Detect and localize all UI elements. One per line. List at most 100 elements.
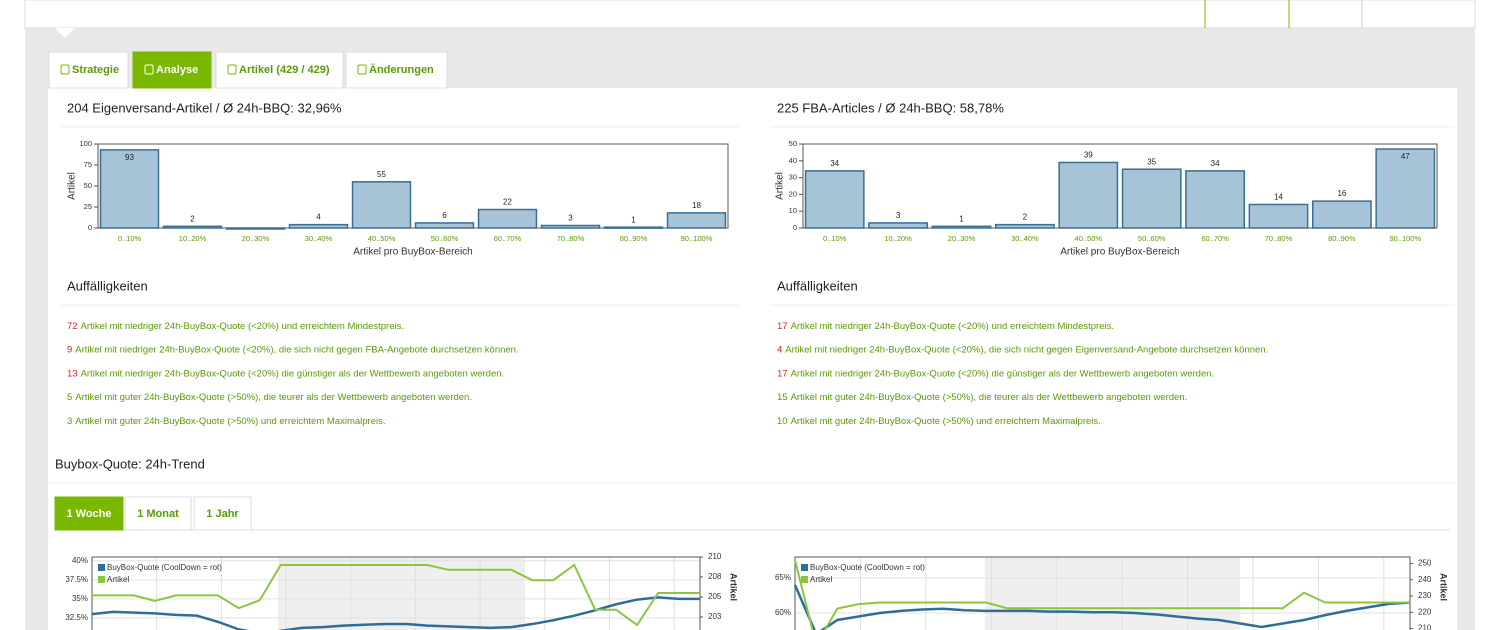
range-button[interactable] — [124, 496, 192, 531]
x-tick-label: 70..80% — [557, 234, 585, 243]
bar — [288, 223, 349, 229]
y-tick-label: 32.5% — [65, 613, 88, 622]
bar-label: 1 — [631, 215, 636, 224]
finding-text: Artikel mit niedriger 24h-BuyBox-Quote (… — [81, 321, 404, 332]
bar-label: 4 — [316, 213, 321, 222]
tab-label[interactable]: Änderungen — [369, 63, 434, 76]
tab[interactable] — [215, 51, 344, 89]
legend-swatch — [98, 576, 105, 583]
x-tick-label: 80..90% — [620, 234, 648, 243]
legend-label: Artikel — [810, 575, 832, 584]
bar — [931, 225, 992, 229]
x-tick-label: 30..40% — [305, 234, 333, 243]
x-tick-label: 60..70% — [1201, 234, 1229, 243]
finding-count: 13 — [67, 368, 78, 379]
y-tick-label: 0 — [793, 223, 797, 232]
tab-icon — [357, 64, 367, 75]
x-tick-label: 80..90% — [1328, 234, 1356, 243]
finding-count: 9 — [67, 344, 72, 355]
bar-label: 22 — [503, 198, 512, 207]
y2-tick-label: 210 — [1418, 624, 1432, 630]
bar — [1248, 203, 1309, 229]
plot-area — [91, 556, 701, 630]
range-label[interactable]: 1 Jahr — [206, 508, 239, 520]
x-tick-label: 0..10% — [118, 234, 142, 243]
tab[interactable] — [48, 51, 129, 89]
bar — [868, 222, 929, 229]
bar-label: 34 — [1211, 159, 1220, 168]
range-button[interactable] — [193, 496, 252, 531]
findings-title: Auffälligkeiten — [777, 278, 858, 293]
finding-count: 72 — [67, 321, 78, 332]
plot-area — [97, 143, 729, 229]
y-tick-label: 50 — [789, 139, 797, 148]
plot-area — [802, 143, 1438, 229]
legend-swatch — [801, 576, 808, 583]
finding: 9 Artikel mit niedriger 24h-BuyBox-Quote … — [67, 344, 519, 355]
y-tick-label: 25 — [84, 202, 92, 211]
tab-label[interactable]: Artikel (429 / 429) — [239, 64, 330, 76]
bar-label: 2 — [1023, 213, 1028, 222]
bar — [666, 212, 727, 229]
y2-axis-label: Artikel — [729, 573, 739, 601]
y-tick-label: 0 — [88, 223, 92, 232]
bar — [1311, 200, 1372, 229]
bar — [99, 149, 160, 229]
bar — [804, 170, 865, 229]
finding-text: Artikel mit niedriger 24h-BuyBox-Quote (… — [75, 344, 518, 355]
bar-label: 3 — [896, 211, 901, 220]
finding: 3 Artikel mit guter 24h-BuyBox-Quote (>50… — [67, 415, 386, 426]
x-tick-label: 90..100% — [681, 234, 713, 243]
x-tick-label: 0..10% — [823, 234, 847, 243]
y2-tick-label: 205 — [708, 592, 722, 601]
panel-title: 225 FBA-Articles / Ø 24h-BBQ: 58,78% — [777, 100, 1004, 115]
tab-label[interactable]: Analyse — [156, 64, 198, 76]
x-axis-label: Artikel pro BuyBox-Bereich — [1060, 247, 1180, 258]
x-tick-label: 60..70% — [494, 234, 522, 243]
finding-count: 15 — [777, 392, 788, 403]
bar-label: 35 — [1147, 157, 1156, 166]
y-tick-label: 75 — [84, 160, 92, 169]
finding-count: 3 — [67, 415, 72, 426]
bar — [162, 225, 223, 229]
range-label[interactable]: 1 Woche — [66, 508, 111, 520]
bar — [414, 222, 475, 229]
x-tick-label: 30..40% — [1011, 234, 1039, 243]
bar — [351, 181, 412, 229]
finding-count: 17 — [777, 368, 788, 379]
y-tick-label: 10 — [789, 206, 797, 215]
finding-text: Artikel mit guter 24h-BuyBox-Quote (>50%… — [75, 415, 385, 426]
y2-axis-label: Artikel — [1439, 573, 1449, 601]
findings-title: Auffälligkeiten — [67, 278, 148, 293]
finding-text: Artikel mit niedriger 24h-BuyBox-Quote (… — [785, 344, 1268, 355]
bar-label: 39 — [1084, 151, 1093, 160]
bar-label: 2 — [190, 214, 195, 223]
bar-label: 55 — [377, 170, 386, 179]
range-button[interactable] — [54, 496, 124, 531]
y2-tick-label: 240 — [1418, 575, 1432, 584]
tab[interactable] — [132, 51, 212, 89]
y2-tick-label: 210 — [708, 552, 722, 561]
legend-label: BuyBox-Quote (CoolDown = rot) — [107, 563, 222, 572]
y-tick-label: 60% — [775, 608, 791, 617]
tab[interactable] — [345, 51, 448, 89]
x-tick-label: 40..50% — [1075, 234, 1103, 243]
range-label[interactable]: 1 Monat — [137, 508, 179, 520]
x-tick-label: 20..30% — [242, 234, 270, 243]
bar — [1185, 170, 1246, 229]
bar — [994, 223, 1055, 229]
panel-title: 204 Eigenversand-Artikel / Ø 24h-BBQ: 32… — [67, 100, 342, 115]
y2-tick-label: 203 — [708, 612, 722, 621]
tab-icon — [60, 64, 70, 75]
y2-tick-label: 220 — [1418, 607, 1432, 616]
legend-swatch — [98, 564, 105, 571]
legend-label: BuyBox-Quote (CoolDown = rot) — [810, 563, 925, 572]
tab-icon — [227, 64, 237, 75]
finding-text: Artikel mit niedriger 24h-BuyBox-Quote (… — [81, 368, 505, 379]
finding: 13 Artikel mit niedriger 24h-BuyBox-Quote… — [67, 368, 504, 379]
finding-count: 10 — [777, 415, 788, 426]
bar — [225, 227, 286, 230]
tab-label[interactable]: Strategie — [72, 64, 119, 76]
finding: 17 Artikel mit niedriger 24h-BuyBox-Quote… — [777, 321, 1114, 332]
bar-label: 47 — [1401, 152, 1410, 161]
